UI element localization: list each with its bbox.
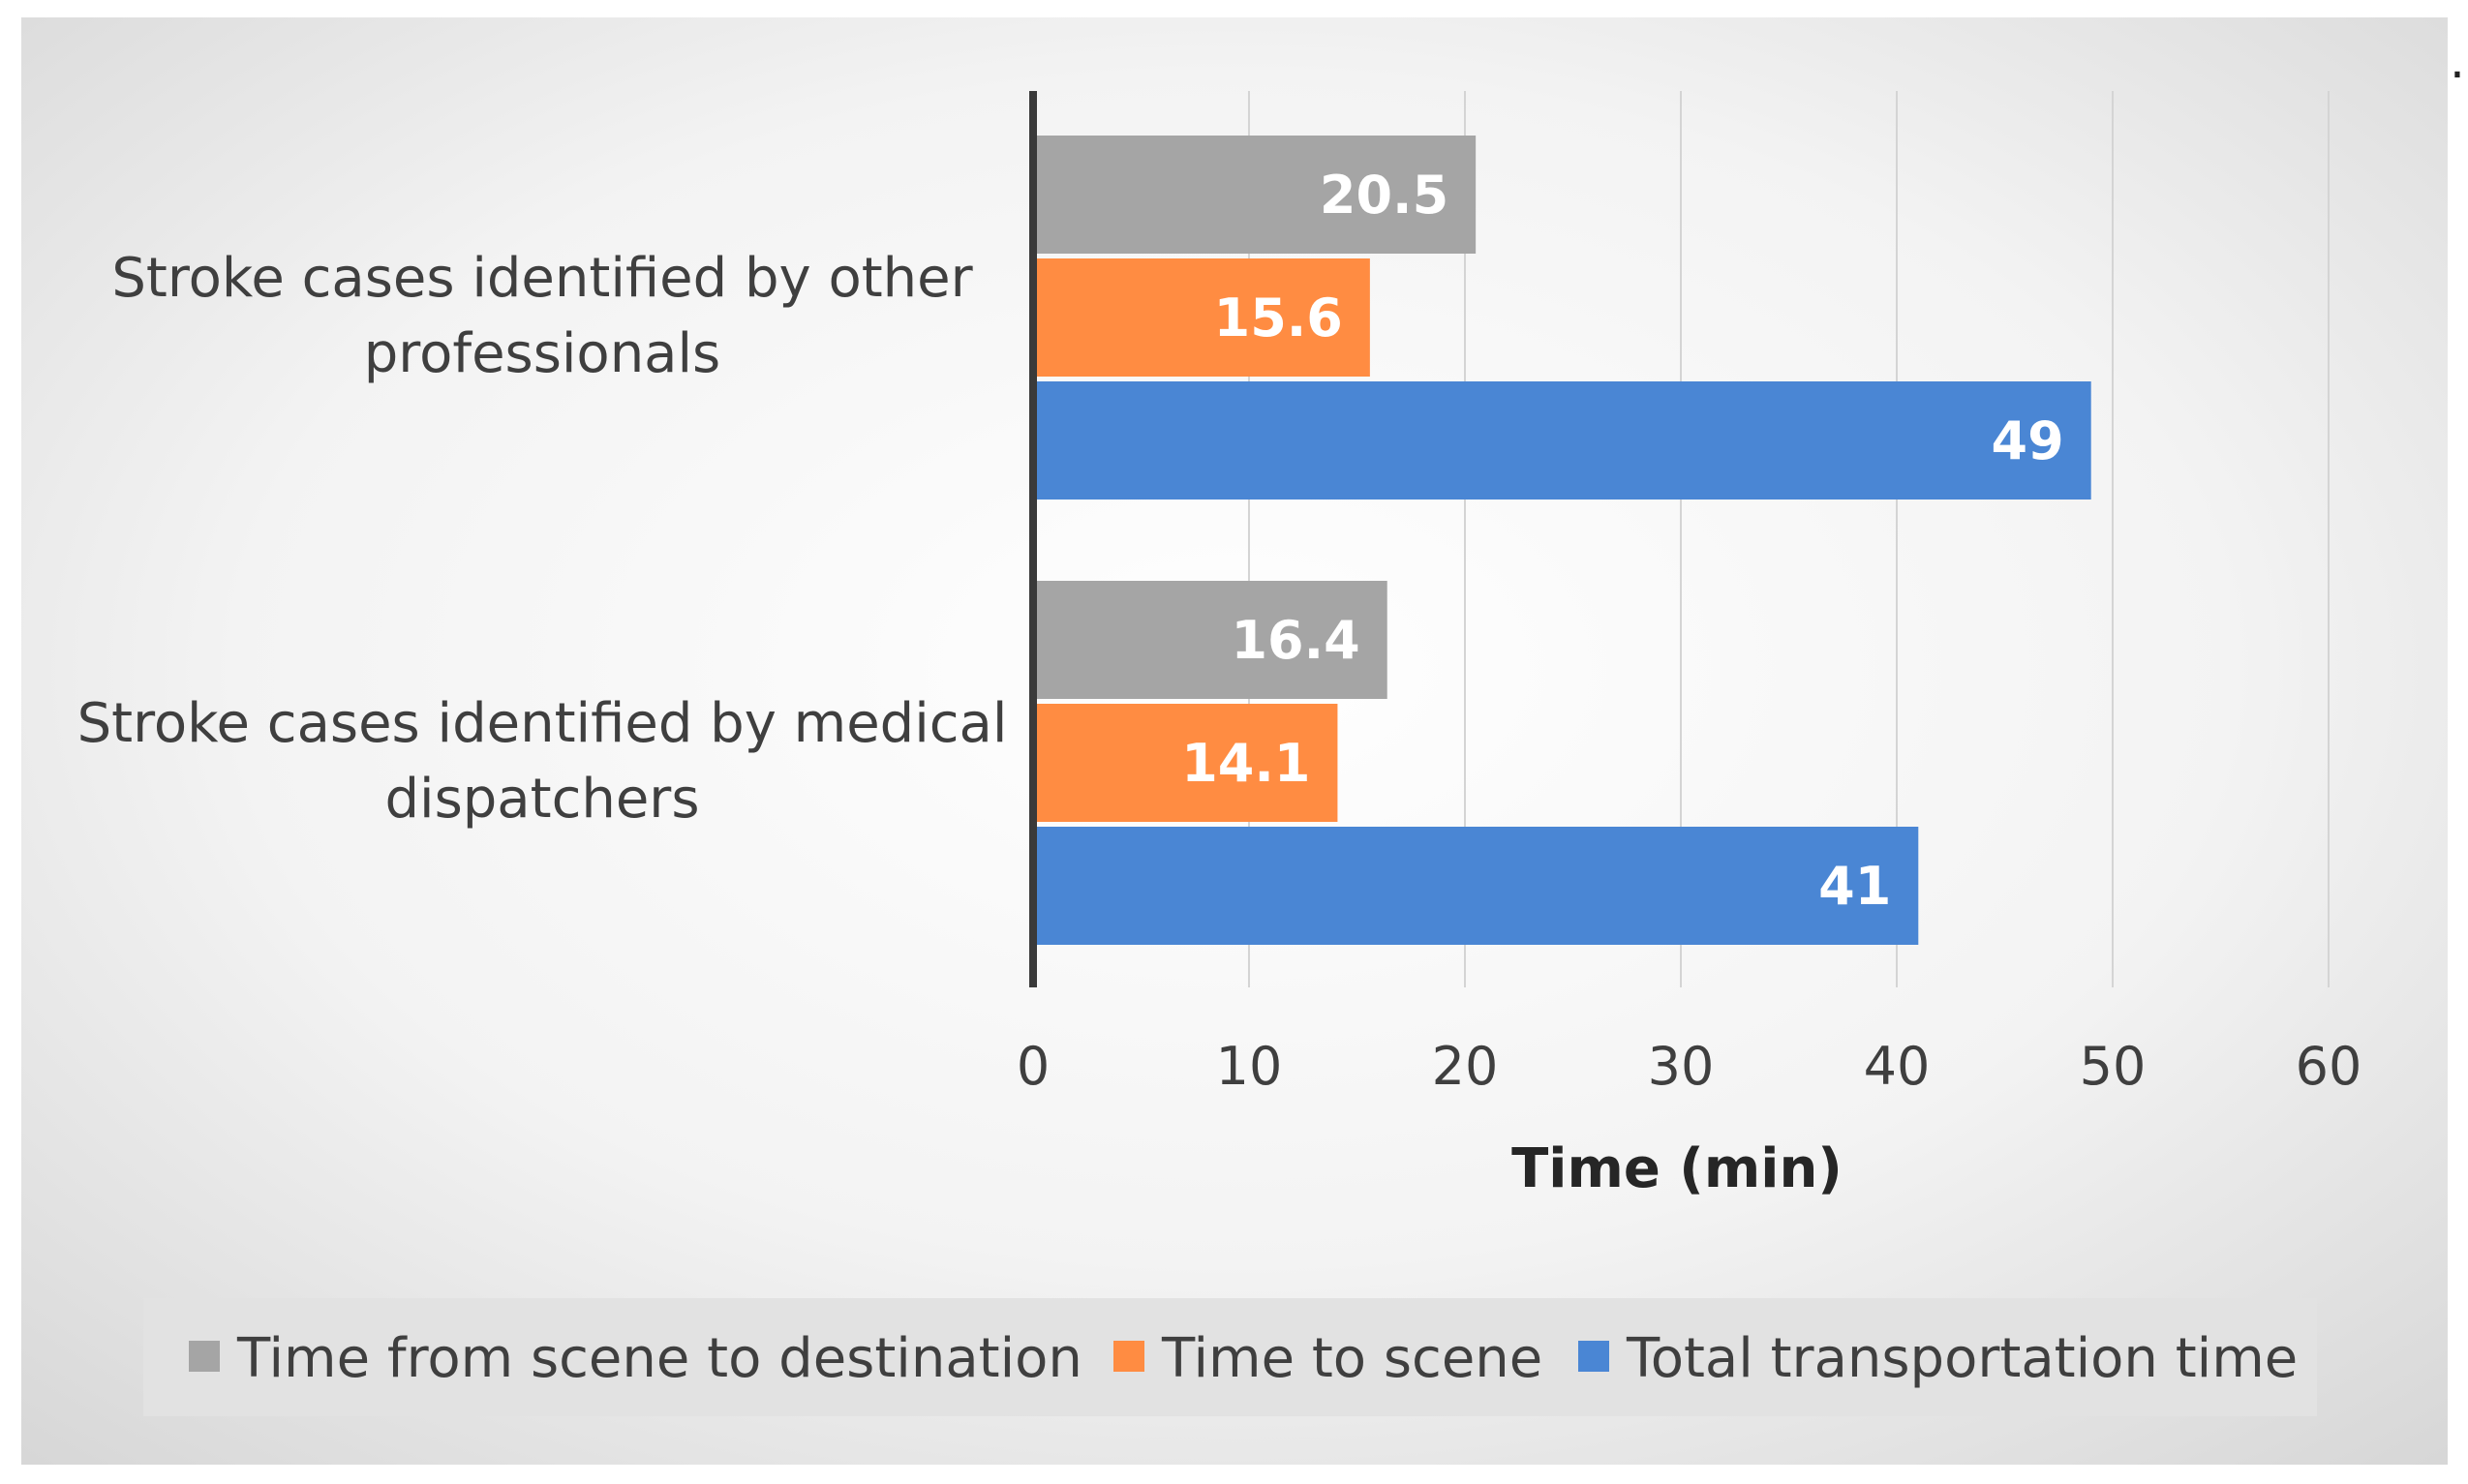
bar [1033,581,1387,699]
legend-items: Time from scene to destination Time to sc… [189,1327,2298,1390]
data-label: 41 [1818,856,1891,917]
category-label-line: Stroke cases identified by other [111,247,973,310]
x-tick-label: 50 [2080,1036,2147,1097]
category-label-line: Stroke cases identified by medical [77,692,1008,755]
x-tick-label: 0 [1017,1036,1050,1097]
x-tick-label: 40 [1864,1036,1931,1097]
category-label: Stroke cases identified by other professi… [111,247,973,385]
category-labels: Stroke cases identified by other professi… [77,247,1008,831]
data-label: 20.5 [1320,165,1448,226]
bar [1033,381,2091,500]
legend-label: Time to scene [1161,1327,1542,1390]
bars: 20.5 15.6 49 16.4 14.1 41 [1033,136,2091,945]
legend-label: Total transportation time [1626,1327,2298,1390]
x-tick-label: 10 [1216,1036,1283,1097]
category-label: Stroke cases identified by medical dispat… [77,692,1008,831]
x-tick-label: 20 [1432,1036,1499,1097]
x-tick-labels: 0 10 20 30 40 50 60 [1017,1036,2362,1097]
stray-dot: . [2450,33,2465,89]
x-axis-title: Time (min) [1511,1137,1843,1200]
bar [1033,258,1370,377]
data-label: 49 [1992,410,2064,471]
legend-swatch [1578,1341,1609,1372]
x-tick-label: 30 [1648,1036,1715,1097]
legend-swatch [1113,1341,1144,1372]
category-label-line: professionals [364,322,720,385]
data-label: 14.1 [1181,733,1310,794]
legend-box [143,1298,2317,1416]
data-label: 15.6 [1214,288,1343,348]
legend-swatch [189,1341,220,1372]
legend-label: Time from scene to destination [236,1327,1082,1390]
category-label-line: dispatchers [384,768,699,831]
bar [1033,704,1338,822]
bar [1033,136,1477,254]
data-label: 16.4 [1231,610,1359,671]
x-tick-label: 60 [2296,1036,2362,1097]
legend: Time from scene to destination Time to sc… [143,1298,2317,1416]
bar [1033,827,1919,945]
